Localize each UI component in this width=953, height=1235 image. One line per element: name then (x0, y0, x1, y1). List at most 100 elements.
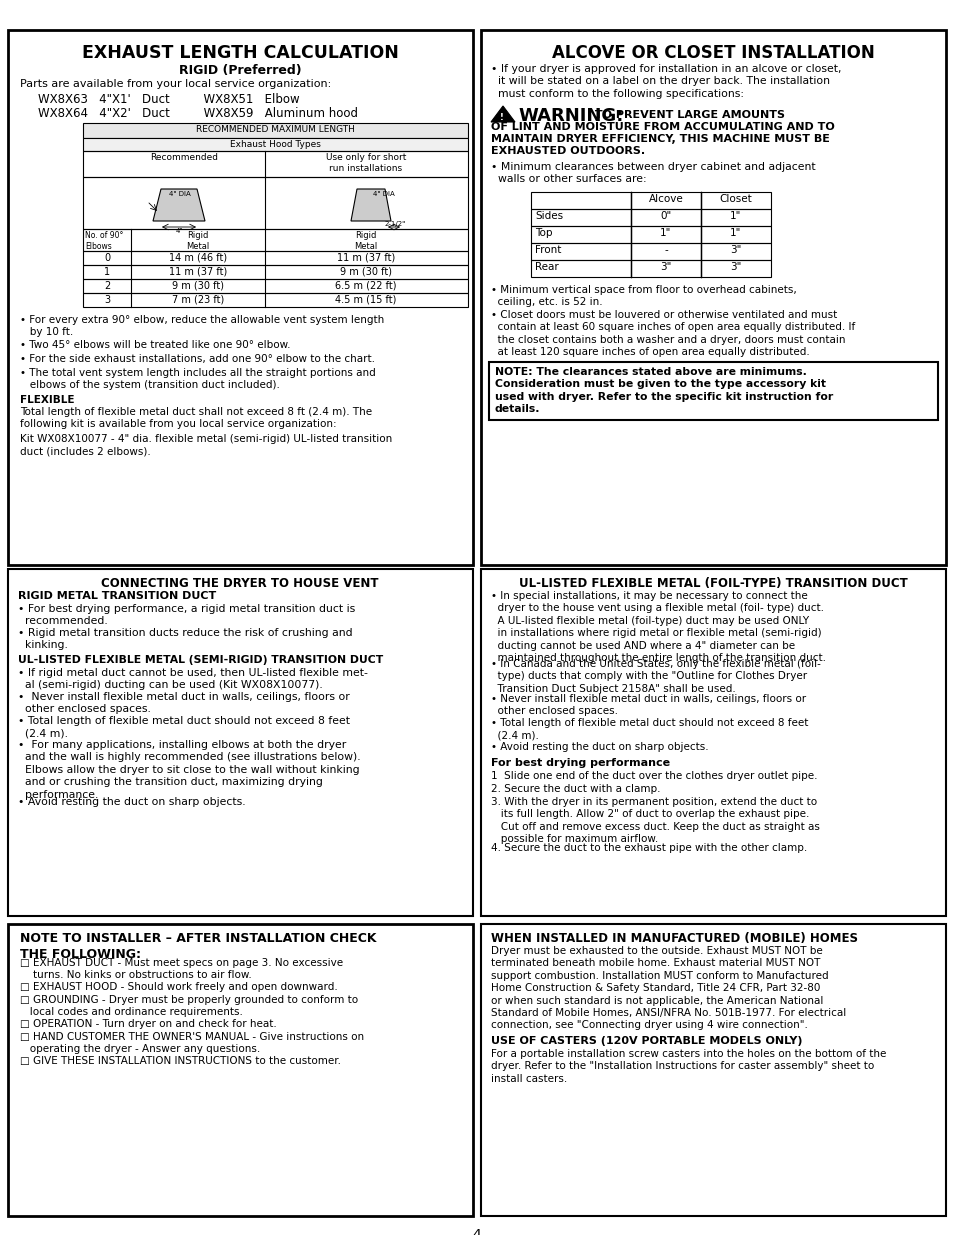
Text: • Minimum vertical space from floor to overhead cabinets,
  ceiling, etc. is 52 : • Minimum vertical space from floor to o… (491, 285, 796, 308)
Text: • The total vent system length includes all the straight portions and
   elbows : • The total vent system length includes … (20, 368, 375, 390)
Text: Exhaust Hood Types: Exhaust Hood Types (230, 140, 320, 149)
Text: Recommended: Recommended (150, 153, 218, 162)
Text: Top: Top (535, 228, 552, 238)
Bar (83, 124, 468, 138)
Text: 3": 3" (730, 245, 740, 254)
Text: 4: 4 (472, 1228, 481, 1235)
Text: □ GROUNDING - Dryer must be properly grounded to conform to
   local codes and o: □ GROUNDING - Dryer must be properly gro… (20, 995, 357, 1018)
Bar (531, 209, 770, 226)
Text: 4": 4" (175, 228, 183, 233)
Text: 4" DIA: 4" DIA (373, 191, 395, 198)
Text: • In Canada and the United States, only the flexible metal (foil-
  type) ducts : • In Canada and the United States, only … (491, 659, 820, 694)
Text: 11 m (37 ft): 11 m (37 ft) (336, 253, 395, 263)
Text: • Never install flexible metal duct in walls, ceilings, floors or
  other enclos: • Never install flexible metal duct in w… (491, 694, 805, 716)
Bar (8, 30, 473, 564)
Text: 3": 3" (659, 262, 671, 272)
Text: NOTE: The clearances stated above are minimums.
Consideration must be given to t: NOTE: The clearances stated above are mi… (495, 367, 832, 414)
Text: 1": 1" (730, 211, 740, 221)
Polygon shape (152, 189, 205, 221)
Text: 2-1/2": 2-1/2" (384, 221, 405, 227)
Text: NOTE TO INSTALLER – AFTER INSTALLATION CHECK
THE FOLLOWING:: NOTE TO INSTALLER – AFTER INSTALLATION C… (20, 932, 376, 961)
Text: 4.5 m (15 ft): 4.5 m (15 ft) (335, 295, 396, 305)
Text: • Closet doors must be louvered or otherwise ventilated and must
  contain at le: • Closet doors must be louvered or other… (491, 310, 854, 357)
Text: • Rigid metal transition ducts reduce the risk of crushing and
  kinking.: • Rigid metal transition ducts reduce th… (18, 629, 353, 651)
Text: WARNING:: WARNING: (517, 107, 622, 125)
Text: • For every extra 90° elbow, reduce the allowable vent system length
   by 10 ft: • For every extra 90° elbow, reduce the … (20, 315, 384, 337)
Text: • Total length of flexible metal duct should not exceed 8 feet
  (2.4 m).: • Total length of flexible metal duct sh… (491, 718, 807, 741)
Text: • Total length of flexible metal duct should not exceed 8 feet
  (2.4 m).: • Total length of flexible metal duct sh… (18, 716, 350, 739)
Text: -: - (663, 245, 667, 254)
Bar (83, 279, 468, 293)
Text: 1  Slide one end of the duct over the clothes dryer outlet pipe.: 1 Slide one end of the duct over the clo… (491, 771, 817, 781)
Text: RECOMMENDED MAXIMUM LENGTH: RECOMMENDED MAXIMUM LENGTH (195, 125, 355, 135)
Text: WX8X64   4"X2'   Duct         WX8X59   Aluminum hood: WX8X64 4"X2' Duct WX8X59 Aluminum hood (38, 107, 357, 120)
Text: EXHAUSTED OUTDOORS.: EXHAUSTED OUTDOORS. (491, 146, 644, 156)
Text: 11 m (37 ft): 11 m (37 ft) (169, 267, 227, 277)
Text: CONNECTING THE DRYER TO HOUSE VENT: CONNECTING THE DRYER TO HOUSE VENT (101, 577, 378, 590)
Bar (8, 569, 473, 916)
Text: 3": 3" (730, 262, 740, 272)
Text: • In special installations, it may be necessary to connect the
  dryer to the ho: • In special installations, it may be ne… (491, 592, 825, 663)
Text: 7 m (23 ft): 7 m (23 ft) (172, 295, 224, 305)
Text: Total length of flexible metal duct shall not exceed 8 ft (2.4 m). The
following: Total length of flexible metal duct shal… (20, 408, 372, 430)
Text: Parts are available from your local service organization:: Parts are available from your local serv… (20, 79, 331, 89)
Bar (531, 191, 770, 209)
Bar (531, 243, 770, 261)
Text: WHEN INSTALLED IN MANUFACTURED (MOBILE) HOMES: WHEN INSTALLED IN MANUFACTURED (MOBILE) … (491, 932, 857, 945)
Text: FLEXIBLE: FLEXIBLE (20, 395, 74, 405)
Text: 9 m (30 ft): 9 m (30 ft) (172, 282, 224, 291)
Text: 1: 1 (104, 267, 110, 277)
Text: MAINTAIN DRYER EFFICIENCY, THIS MACHINE MUST BE: MAINTAIN DRYER EFFICIENCY, THIS MACHINE … (491, 135, 829, 144)
Text: □ GIVE THESE INSTALLATION INSTRUCTIONS to the customer.: □ GIVE THESE INSTALLATION INSTRUCTIONS t… (20, 1056, 340, 1066)
Text: • Two 45° elbows will be treated like one 90° elbow.: • Two 45° elbows will be treated like on… (20, 340, 291, 350)
Text: 2: 2 (104, 282, 110, 291)
Bar (480, 569, 945, 916)
Text: •  For many applications, installing elbows at both the dryer
  and the wall is : • For many applications, installing elbo… (18, 740, 360, 799)
Text: Rear: Rear (535, 262, 558, 272)
Text: Rigid
Metal: Rigid Metal (186, 231, 210, 251)
Text: 4. Secure the duct to the exhaust pipe with the other clamp.: 4. Secure the duct to the exhaust pipe w… (491, 844, 806, 853)
Text: □ EXHAUST HOOD - Should work freely and open downward.: □ EXHAUST HOOD - Should work freely and … (20, 982, 337, 992)
Polygon shape (351, 189, 391, 221)
Bar (531, 261, 770, 277)
Text: EXHAUST LENGTH CALCULATION: EXHAUST LENGTH CALCULATION (81, 44, 398, 62)
Text: USE OF CASTERS (120V PORTABLE MODELS ONLY): USE OF CASTERS (120V PORTABLE MODELS ONL… (491, 1036, 801, 1046)
Text: Dryer must be exhausted to the outside. Exhaust MUST NOT be
terminated beneath m: Dryer must be exhausted to the outside. … (491, 946, 845, 1030)
Text: Closet: Closet (719, 194, 752, 204)
Text: For a portable installation screw casters into the holes on the bottom of the
dr: For a portable installation screw caster… (491, 1049, 885, 1084)
Text: 0: 0 (104, 253, 110, 263)
Text: ALCOVE OR CLOSET INSTALLATION: ALCOVE OR CLOSET INSTALLATION (551, 44, 874, 62)
Text: Alcove: Alcove (648, 194, 682, 204)
Text: • If rigid metal duct cannot be used, then UL-listed flexible met-
  al (semi-ri: • If rigid metal duct cannot be used, th… (18, 668, 368, 690)
Text: 1": 1" (730, 228, 740, 238)
Text: □ OPERATION - Turn dryer on and check for heat.: □ OPERATION - Turn dryer on and check fo… (20, 1019, 276, 1029)
Text: 6.5 m (22 ft): 6.5 m (22 ft) (335, 282, 396, 291)
Bar (8, 924, 473, 1216)
Text: TO PREVENT LARGE AMOUNTS: TO PREVENT LARGE AMOUNTS (590, 110, 784, 120)
Text: • For the side exhaust installations, add one 90° elbow to the chart.: • For the side exhaust installations, ad… (20, 354, 375, 364)
Text: 3. With the dryer in its permanent position, extend the duct to
   its full leng: 3. With the dryer in its permanent posit… (491, 797, 819, 845)
Bar (83, 177, 468, 228)
Text: Front: Front (535, 245, 560, 254)
Text: 0": 0" (659, 211, 671, 221)
Text: □ EXHAUST DUCT - Must meet specs on page 3. No excessive
    turns. No kinks or : □ EXHAUST DUCT - Must meet specs on page… (20, 958, 343, 981)
Text: • If your dryer is approved for installation in an alcove or closet,
  it will b: • If your dryer is approved for installa… (491, 64, 841, 99)
Text: No. of 90°
Elbows: No. of 90° Elbows (85, 231, 123, 251)
Text: □ HAND CUSTOMER THE OWNER'S MANUAL - Give instructions on
   operating the dryer: □ HAND CUSTOMER THE OWNER'S MANUAL - Giv… (20, 1032, 364, 1055)
Text: Sides: Sides (535, 211, 562, 221)
Text: • Avoid resting the duct on sharp objects.: • Avoid resting the duct on sharp object… (491, 742, 708, 752)
Text: Use only for short
run installations: Use only for short run installations (326, 153, 406, 173)
Text: •  Never install flexible metal duct in walls, ceilings, floors or
  other enclo: • Never install flexible metal duct in w… (18, 692, 350, 714)
Text: For best drying performance: For best drying performance (491, 758, 669, 768)
Text: WX8X63   4"X1'   Duct         WX8X51   Elbow: WX8X63 4"X1' Duct WX8X51 Elbow (38, 93, 299, 106)
Bar (83, 293, 468, 308)
Bar (489, 362, 937, 420)
Text: 4" DIA: 4" DIA (169, 191, 191, 198)
Bar (83, 228, 468, 251)
Text: Rigid
Metal: Rigid Metal (354, 231, 377, 251)
Text: 14 m (46 ft): 14 m (46 ft) (169, 253, 227, 263)
Text: OF LINT AND MOISTURE FROM ACCUMULATING AND TO: OF LINT AND MOISTURE FROM ACCUMULATING A… (491, 122, 834, 132)
Text: UL-LISTED FLEXIBLE METAL (FOIL-TYPE) TRANSITION DUCT: UL-LISTED FLEXIBLE METAL (FOIL-TYPE) TRA… (518, 577, 906, 590)
Text: 9 m (30 ft): 9 m (30 ft) (339, 267, 392, 277)
Text: Kit WX08X10077 - 4" dia. flexible metal (semi-rigid) UL-listed transition
duct (: Kit WX08X10077 - 4" dia. flexible metal … (20, 433, 392, 457)
